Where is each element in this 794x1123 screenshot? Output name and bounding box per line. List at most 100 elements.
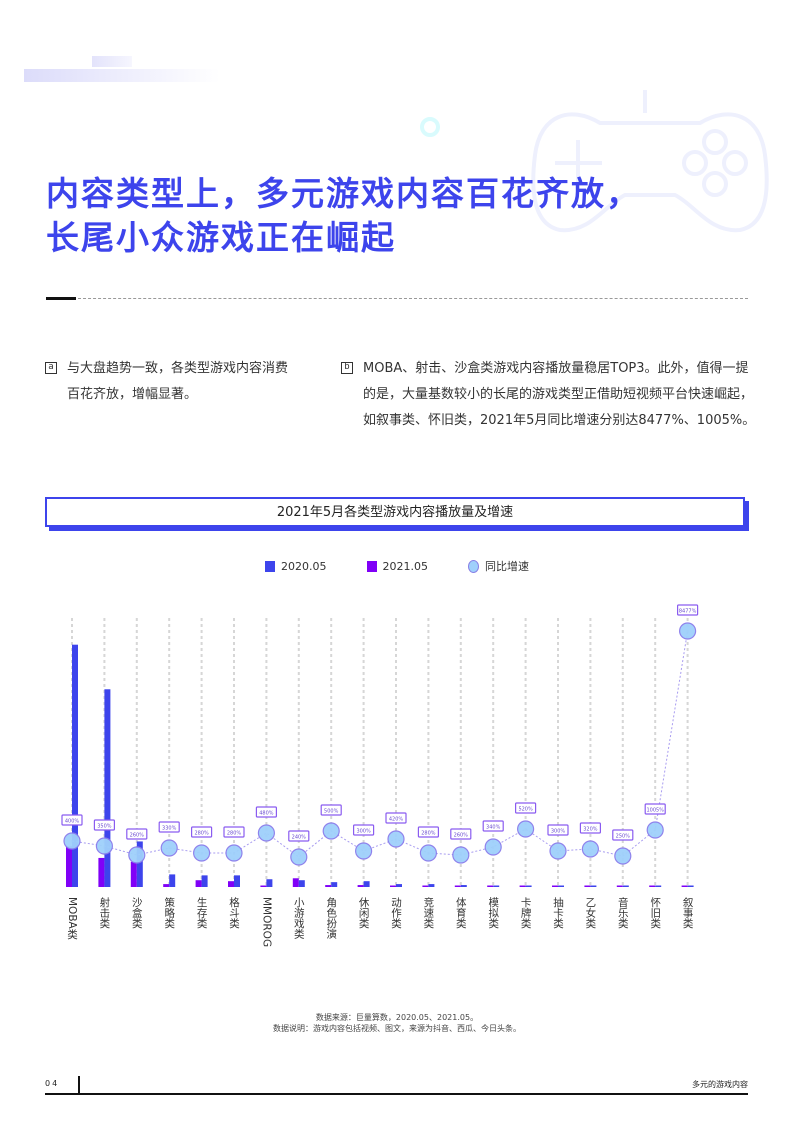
svg-text:500%: 500% bbox=[324, 809, 339, 815]
growth-value-label bbox=[676, 604, 699, 616]
growth-value-label bbox=[61, 814, 83, 826]
x-axis-label: 射击类 bbox=[98, 897, 111, 929]
x-axis-label: 策略类 bbox=[163, 897, 176, 929]
bar-2020 bbox=[136, 841, 143, 887]
x-axis-label: 抽卡类 bbox=[552, 897, 564, 929]
growth-value-label bbox=[126, 828, 148, 840]
x-axis-label: 生存类 bbox=[195, 897, 208, 929]
bar-2021 bbox=[584, 885, 591, 887]
svg-text:330%: 330% bbox=[162, 826, 177, 832]
svg-text:350%: 350% bbox=[97, 824, 112, 830]
growth-bubble bbox=[290, 848, 308, 866]
growth-bubble bbox=[225, 844, 243, 862]
bar-2020 bbox=[622, 885, 629, 887]
x-axis-label: 卡牌类 bbox=[519, 897, 532, 929]
bar-2020 bbox=[169, 874, 176, 887]
bar-2020 bbox=[266, 879, 273, 887]
svg-text:250%: 250% bbox=[616, 834, 631, 840]
bar-2020 bbox=[72, 644, 78, 887]
svg-text:240%: 240% bbox=[292, 835, 307, 841]
bar-2020 bbox=[525, 885, 532, 887]
growth-bubble bbox=[484, 838, 502, 856]
svg-text:300%: 300% bbox=[356, 829, 371, 835]
bar-2021 bbox=[98, 857, 105, 887]
title-line-2: 长尾小众游戏正在崛起 bbox=[46, 218, 396, 257]
title-line-1: 内容类型上，多元游戏内容百花齐放， bbox=[46, 174, 641, 213]
svg-text:400%: 400% bbox=[65, 819, 80, 825]
bar-2021 bbox=[422, 885, 429, 887]
growth-value-label bbox=[515, 802, 537, 814]
svg-text:260%: 260% bbox=[454, 833, 469, 839]
paragraph-marker-b: b bbox=[341, 362, 353, 374]
growth-bubble bbox=[614, 847, 632, 865]
growth-bubble bbox=[387, 830, 405, 848]
growth-value-label bbox=[93, 819, 116, 831]
growth-value-label bbox=[288, 830, 310, 842]
growth-bubble bbox=[355, 842, 373, 860]
growth-bubble bbox=[646, 821, 664, 839]
growth-bubble bbox=[517, 820, 535, 838]
svg-text:8477%: 8477% bbox=[679, 609, 697, 615]
x-axis-label: 叙事类 bbox=[681, 897, 694, 929]
growth-value-label bbox=[417, 826, 439, 838]
legend-item-2020: 2020.05 bbox=[265, 558, 327, 574]
bar-2021 bbox=[228, 881, 234, 887]
bar-2021 bbox=[616, 885, 623, 887]
x-axis-label: 怀旧类 bbox=[649, 897, 662, 929]
growth-value-label bbox=[482, 820, 504, 832]
decorative-bar bbox=[92, 56, 132, 67]
bar-2021 bbox=[649, 885, 656, 887]
growth-bubble bbox=[419, 844, 437, 862]
growth-value-label bbox=[579, 822, 602, 834]
growth-bubble bbox=[160, 839, 178, 857]
growth-bubble bbox=[322, 822, 340, 840]
bar-2020 bbox=[331, 882, 338, 887]
x-axis-label: 乙女类 bbox=[584, 897, 597, 929]
growth-value-label bbox=[385, 812, 407, 824]
svg-text:420%: 420% bbox=[389, 817, 404, 823]
paragraph-marker-a: a bbox=[45, 362, 57, 374]
x-axis-label: 沙盒类 bbox=[130, 897, 143, 929]
growth-bubble bbox=[581, 840, 600, 858]
growth-value-label bbox=[644, 803, 666, 815]
bar-2020 bbox=[493, 885, 500, 887]
legend-label: 2020.05 bbox=[281, 559, 327, 573]
svg-text:300%: 300% bbox=[551, 829, 566, 835]
bar-2020 bbox=[687, 885, 694, 887]
title-rule-dotted bbox=[78, 298, 748, 299]
bar-chart: 400% 350% 260% 330% 280% 280% 480% 240% 500% 300%… bbox=[61, 604, 699, 887]
growth-value-label bbox=[547, 824, 569, 836]
page-title: 内容类型上，多元游戏内容百花齐放， 长尾小众游戏正在崛起 bbox=[46, 172, 641, 260]
paragraph-a: a 与大盘趋势一致，各类型游戏内容消费百花齐放，增幅显著。 bbox=[45, 356, 290, 408]
growth-bubble bbox=[95, 837, 114, 855]
legend-item-growth: 同比增速 bbox=[468, 558, 529, 574]
svg-text:520%: 520% bbox=[518, 807, 533, 813]
title-rule-accent bbox=[46, 297, 76, 300]
bar-2021 bbox=[552, 885, 558, 887]
section-name: 多元的游戏内容 bbox=[692, 1080, 748, 1089]
growth-value-label bbox=[450, 828, 472, 840]
x-axis-label: 休闲类 bbox=[357, 897, 370, 929]
growth-value-label bbox=[255, 806, 277, 818]
bar-2021 bbox=[454, 885, 461, 887]
legend-label: 2021.05 bbox=[382, 559, 429, 573]
data-explain-note: 数据说明：游戏内容包括视频、图文，来源为抖音、西瓜、今日头条。 bbox=[273, 1024, 521, 1033]
bar-2021 bbox=[519, 885, 526, 887]
growth-value-label bbox=[353, 824, 375, 836]
data-source-note: 数据来源：巨量算数，2020.05、2021.05。 bbox=[315, 1013, 479, 1022]
legend-swatch-2020 bbox=[265, 560, 275, 572]
footer-divider bbox=[78, 1076, 80, 1094]
paragraph-text: 与大盘趋势一致，各类型游戏内容消费百花齐放，增幅显著。 bbox=[67, 361, 289, 402]
growth-bubble bbox=[193, 844, 211, 862]
legend-circle-icon bbox=[468, 559, 479, 573]
growth-bubble bbox=[257, 824, 275, 842]
growth-value-label bbox=[191, 826, 213, 838]
bar-2020 bbox=[590, 885, 597, 887]
svg-text:280%: 280% bbox=[194, 831, 209, 837]
legend-swatch-2021 bbox=[366, 560, 377, 572]
chart-title-box: 2021年5月各类型游戏内容播放量及增速 bbox=[45, 497, 745, 527]
bar-2021 bbox=[390, 885, 396, 887]
bar-2021 bbox=[357, 885, 364, 887]
bar-2021 bbox=[681, 885, 688, 887]
chart-title: 2021年5月各类型游戏内容播放量及增速 bbox=[276, 505, 514, 520]
